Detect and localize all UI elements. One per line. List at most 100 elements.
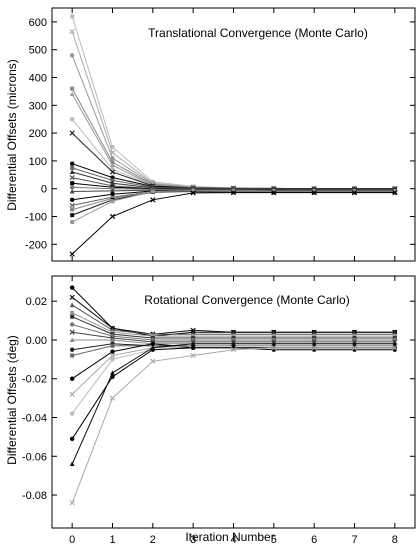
series-line xyxy=(71,345,395,395)
data-point xyxy=(271,189,276,194)
y-tick-label: -0.06 xyxy=(22,451,47,463)
data-point xyxy=(271,345,277,351)
data-point xyxy=(69,285,75,290)
data-point xyxy=(69,376,75,381)
data-point xyxy=(110,155,115,161)
data-point xyxy=(311,345,317,351)
data-point xyxy=(231,341,236,346)
data-point xyxy=(150,345,156,350)
chart-title: Rotational Convergence (Monte Carlo) xyxy=(144,293,349,307)
x-tick-label: 2 xyxy=(150,534,156,545)
data-point xyxy=(69,174,75,181)
y-tick-label: 600 xyxy=(29,17,47,29)
series-line xyxy=(71,192,395,255)
data-point xyxy=(312,189,317,194)
data-point xyxy=(69,411,75,416)
x-tick-label: 6 xyxy=(311,534,317,545)
data-point xyxy=(69,202,75,209)
series xyxy=(69,341,398,467)
data-point xyxy=(150,197,156,203)
series-layer xyxy=(69,14,398,257)
x-tick-label: 1 xyxy=(109,534,115,545)
series xyxy=(69,117,398,191)
y-tick-label: -0.02 xyxy=(22,374,47,386)
series xyxy=(70,188,397,225)
data-point xyxy=(69,302,75,308)
y-tick-label: -0.04 xyxy=(22,413,47,425)
data-point xyxy=(69,53,75,58)
data-point xyxy=(69,197,75,203)
y-tick-label: -200 xyxy=(25,239,47,251)
x-tick-label: 8 xyxy=(392,534,398,545)
x-tick-label: 4 xyxy=(230,534,236,545)
data-point xyxy=(109,395,116,401)
series-line xyxy=(71,31,395,190)
data-point xyxy=(311,189,317,196)
data-point xyxy=(69,500,75,506)
plot-frame xyxy=(51,275,416,529)
series-line xyxy=(71,88,395,190)
data-point xyxy=(109,169,116,175)
series xyxy=(69,29,398,192)
translational-convergence-chart: Translational Convergence (Monte Carlo) … xyxy=(5,7,416,262)
data-point xyxy=(69,251,75,257)
axis-ticks: -200 -100 0 100 200 300 400 500 600 xyxy=(25,8,415,261)
data-point xyxy=(110,145,115,150)
data-point xyxy=(110,160,115,165)
series xyxy=(69,91,398,191)
series-line xyxy=(72,190,395,216)
data-point xyxy=(352,341,357,346)
series xyxy=(69,345,398,442)
data-point xyxy=(69,117,75,122)
data-point xyxy=(110,357,115,362)
data-point xyxy=(110,343,115,348)
data-point xyxy=(69,169,75,175)
data-point xyxy=(69,337,75,342)
y-tick-label: 0.00 xyxy=(26,335,47,347)
series xyxy=(69,345,398,416)
data-point xyxy=(69,161,75,166)
data-point xyxy=(69,188,75,194)
series-line xyxy=(71,347,395,414)
series xyxy=(69,343,398,397)
data-point xyxy=(392,345,398,351)
data-point xyxy=(70,310,75,315)
y-tick-label: -100 xyxy=(25,212,47,224)
data-point xyxy=(70,353,75,358)
data-point xyxy=(69,347,75,352)
data-point xyxy=(69,207,75,212)
series-line xyxy=(71,343,395,465)
data-point xyxy=(69,294,75,300)
data-point xyxy=(392,189,398,196)
data-point xyxy=(190,190,196,196)
data-point xyxy=(311,341,317,346)
series-line xyxy=(71,347,395,440)
data-point xyxy=(70,213,75,218)
data-point xyxy=(352,189,357,194)
data-point xyxy=(70,86,75,91)
data-point xyxy=(271,341,277,346)
x-axis-title: Iteration Number xyxy=(185,530,274,544)
data-point xyxy=(110,337,115,342)
data-point xyxy=(70,14,75,19)
data-point xyxy=(190,345,196,350)
x-tick-label: 7 xyxy=(351,534,357,545)
data-point xyxy=(150,189,155,194)
y-tick-label: -0.08 xyxy=(22,490,47,502)
data-point xyxy=(70,165,75,170)
data-point xyxy=(271,189,277,196)
data-point xyxy=(69,436,75,442)
chart-title: Translational Convergence (Monte Carlo) xyxy=(148,26,368,40)
y-tick-label: 100 xyxy=(29,156,47,168)
data-point xyxy=(191,188,196,193)
data-point xyxy=(69,461,75,467)
y-tick-label: 0 xyxy=(41,184,47,196)
series-line xyxy=(72,163,395,190)
data-point xyxy=(351,345,358,351)
series-line xyxy=(71,132,395,190)
data-point xyxy=(110,349,115,354)
data-point xyxy=(69,185,75,190)
series xyxy=(69,53,398,191)
data-point xyxy=(150,358,156,364)
y-tick-label: 200 xyxy=(29,128,47,140)
